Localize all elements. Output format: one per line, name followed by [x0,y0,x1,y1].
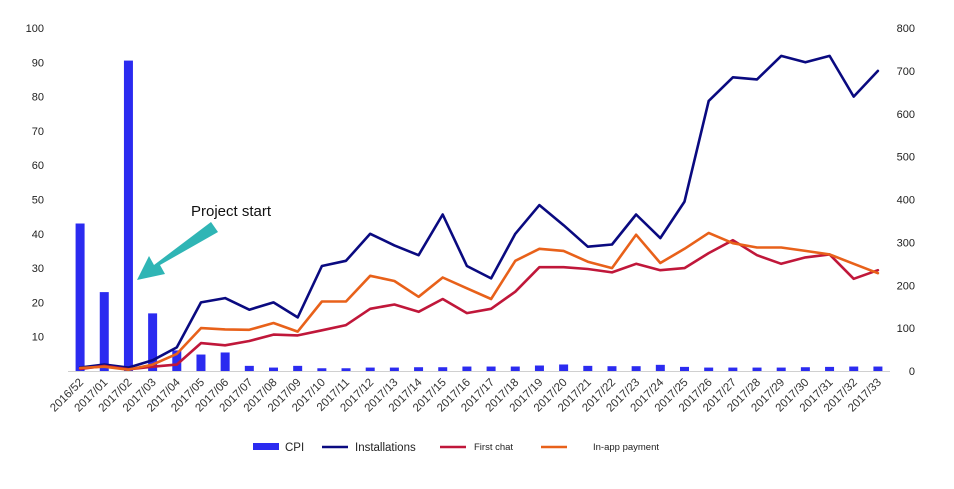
cpi-bar [269,367,278,371]
cpi-bar [510,366,520,371]
legend-swatch-cpi [253,443,279,450]
cpi-bar [631,366,641,371]
legend: CPI Installations First chat In-app paym… [253,442,659,454]
legend-label-in-app-payment: In-app payment [593,442,659,453]
left-tick-label: 30 [32,263,44,275]
cpi-bar [172,350,182,371]
right-tick-label: 500 [897,152,915,164]
cpi-bar [728,367,738,371]
cpi-bar [704,367,714,371]
cpi-bar [583,365,593,371]
right-tick-label: 600 [897,109,915,121]
cpi-bar [849,366,859,371]
cpi-bar [414,367,424,371]
cpi-bar [752,367,762,371]
left-tick-label: 60 [32,160,44,172]
cpi-bar [486,366,496,371]
right-tick-label: 800 [897,23,915,35]
left-tick-label: 20 [32,297,44,309]
cpi-bar [99,292,109,371]
installations-line [78,54,880,369]
cpi-bar [559,364,569,371]
cpi-bar [341,368,351,371]
cpi-bar [148,313,158,371]
legend-label-cpi: CPI [285,442,304,454]
cpi-bar [123,60,133,372]
right-tick-label: 100 [897,323,915,335]
right-tick-label: 200 [897,280,915,292]
cpi-bar [389,367,399,371]
annotation-text: Project start [191,203,272,220]
cpi-bar [462,366,472,371]
cpi-bar [438,367,448,371]
cpi-bar [196,354,206,371]
annotation: Project start [137,203,272,280]
cpi-bar [244,365,254,371]
in-app-payment-line [78,231,880,372]
right-tick-label: 300 [897,237,915,249]
cpi-bar [680,366,689,371]
series-lines [78,54,880,372]
right-tick-label: 700 [897,66,915,78]
cpi-bar [776,367,786,371]
cpi-bar [825,366,835,371]
left-tick-label: 90 [32,57,44,69]
left-tick-label: 50 [32,195,44,207]
cpi-bar [317,368,327,371]
cpi-bar [873,366,883,371]
right-tick-label: 400 [897,195,915,207]
cpi-bar [220,352,230,371]
legend-label-first-chat: First chat [474,442,513,453]
legend-label-installations: Installations [355,442,416,454]
left-tick-label: 80 [32,92,44,104]
first-chat-line [78,238,880,371]
left-tick-label: 40 [32,229,44,241]
right-tick-label: 0 [909,366,915,378]
cpi-bar [607,366,617,371]
left-tick-label: 70 [32,126,44,138]
cpi-bar [75,223,85,371]
cpi-bar [293,365,303,371]
left-tick-label: 10 [32,332,44,344]
project-start-arrow [137,222,218,280]
left-tick-label: 100 [26,23,44,35]
cpi-bars [75,60,883,372]
cpi-bar [365,367,375,371]
cpi-bar [655,364,665,371]
cpi-bar [800,367,810,371]
cpi-bar [534,365,544,371]
